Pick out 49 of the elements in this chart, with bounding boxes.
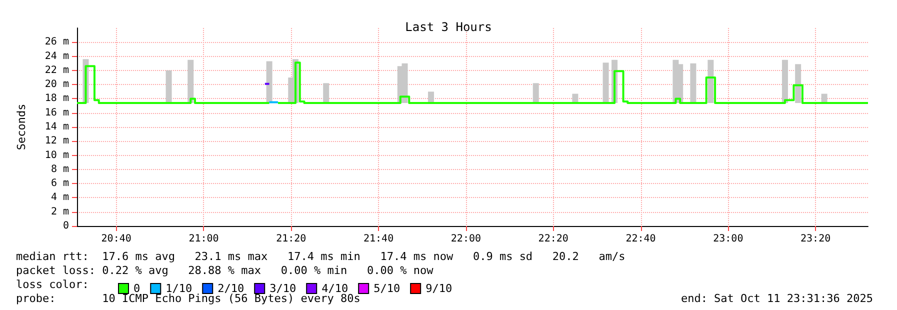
legend-label: 5/10: [374, 282, 400, 295]
y-tick-label: 20 m: [44, 79, 69, 90]
y-tick-label: 8 m: [50, 164, 69, 175]
x-tick-label: 21:20: [276, 234, 306, 244]
y-tick-label: 24 m: [44, 50, 69, 62]
text: packet loss: 0.22 % avg 28.88 % max 0.00 % min 0.00 % now: [16, 264, 434, 277]
bar: [532, 83, 539, 103]
x-tick-label: 21:40: [363, 234, 394, 244]
y-tick-label: 6 m: [50, 178, 69, 190]
bar: [188, 60, 194, 103]
y-tick-label: 26 m: [44, 36, 69, 48]
legend-label: 3/10: [270, 282, 296, 295]
bar: [323, 83, 330, 103]
y-tick-label: 16 m: [44, 107, 69, 118]
legend-label: 4/10: [322, 282, 348, 295]
bar: [402, 63, 408, 103]
legend-label: 9/10: [426, 282, 452, 295]
y-tick-label: 18 m: [44, 93, 69, 104]
text: median rtt: 17.6 ms avg 23.1 ms max 17.4 ms min 17.4 ms now 0.9 ms sd 20.2 am/s: [16, 250, 626, 263]
legend-label: 0: [134, 282, 140, 295]
bar: [166, 70, 172, 103]
y-tick-label: 10 m: [44, 150, 69, 161]
text: probe: 10 ICMP Echo Pings (56 Bytes) every 80s: [16, 292, 360, 305]
y-tick-label: 14 m: [44, 122, 69, 132]
x-tick-label: 22:20: [538, 234, 568, 244]
legend-label: 2/10: [218, 282, 244, 295]
text: end: Sat Oct 11 23:31:36 2025: [680, 292, 874, 305]
x-tick-label: 22:00: [450, 234, 481, 244]
chart-title: Last 3 Hours: [405, 20, 492, 34]
bar: [428, 92, 434, 103]
bar: [266, 61, 272, 103]
y-tick-label: 12 m: [44, 136, 69, 147]
x-tick-label: 21:00: [188, 234, 219, 244]
bar: [795, 64, 802, 103]
y-tick-label: 0: [62, 220, 69, 232]
y-tick-label: 4 m: [50, 192, 69, 204]
legend-title: loss color:: [16, 278, 89, 291]
y-tick-label: 22 m: [44, 64, 69, 76]
y-tick-label: 2 m: [50, 206, 69, 218]
bar: [690, 63, 696, 103]
legend-label: 1/10: [166, 282, 192, 295]
x-tick-label: 23:20: [800, 234, 831, 244]
y-axis-title: Seconds: [15, 104, 28, 150]
bar: [602, 62, 609, 103]
bar: [782, 60, 788, 103]
x-tick-label: 20:40: [101, 234, 132, 244]
bar: [708, 60, 714, 103]
x-tick-label: 23:00: [713, 234, 744, 244]
x-tick-label: 22:40: [626, 234, 656, 244]
